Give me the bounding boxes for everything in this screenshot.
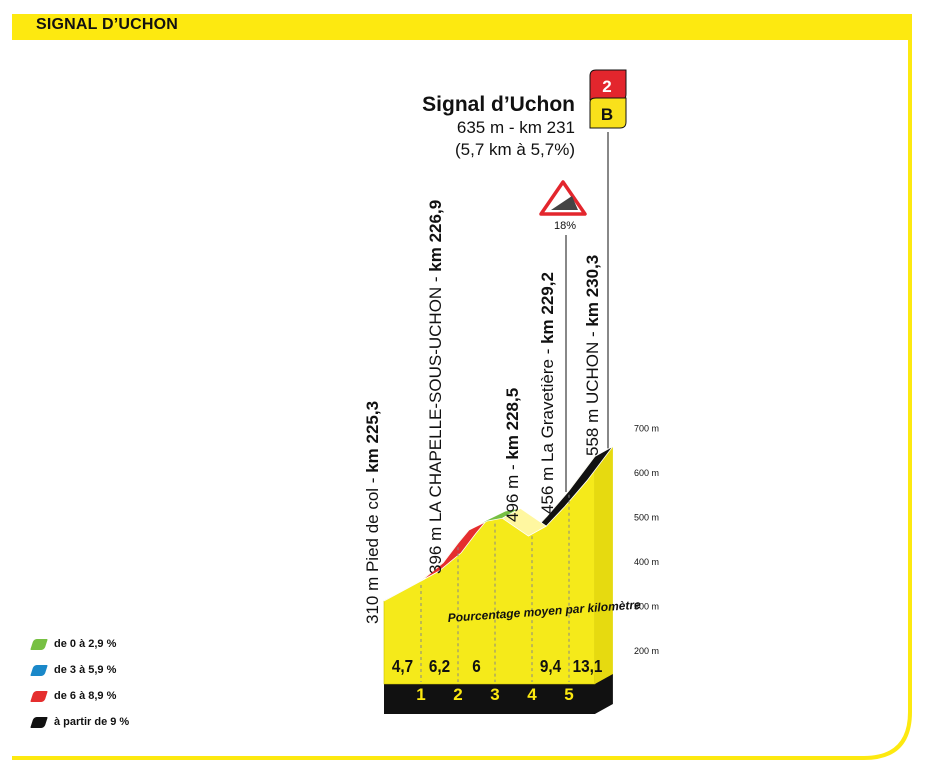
legend-swatch [30, 664, 48, 676]
km-marker-label: 3 [490, 685, 499, 704]
km-marker-label: 5 [564, 685, 573, 704]
legend-swatch [30, 638, 48, 650]
km-marker-label: 4 [527, 685, 537, 704]
km-gradient-value: 9,4 [540, 656, 562, 676]
y-tick-label: 700 m [634, 424, 659, 434]
legend-item: à partir de 9 % [30, 716, 130, 728]
page-title: SIGNAL D’UCHON [36, 16, 179, 33]
summit-climb-stats: (5,7 km à 5,7%) [455, 140, 575, 159]
summit-altitude-km: 635 m - km 231 [456, 118, 575, 137]
legend-label: à partir de 9 % [54, 716, 130, 728]
waypoint-annotation: 396 m LA CHAPELLE-SOUS-UCHON - km 226,9 [426, 200, 445, 574]
steep-gradient-warning-icon: 18% [539, 180, 587, 232]
y-tick-label: 200 m [634, 646, 659, 656]
legend-label: de 0 à 2,9 % [54, 638, 117, 650]
waypoint-annotation: 558 m UCHON - km 230,3 [583, 255, 602, 456]
profile-area [383, 455, 596, 685]
waypoint-annotation: 496 m - km 228,5 [503, 388, 522, 522]
y-tick-label: 400 m [634, 557, 659, 567]
legend-item: de 3 à 5,9 % [30, 664, 117, 676]
waypoint-annotation: 310 m Pied de col - km 225,3 [363, 401, 382, 624]
climb-category-flag: 2 B [589, 69, 627, 129]
legend-label: de 6 à 8,9 % [54, 690, 117, 702]
category-letter: B [601, 105, 613, 124]
profile-top-surface [501, 507, 548, 537]
legend-swatch [30, 716, 48, 728]
y-tick-label: 500 m [634, 513, 659, 523]
legend-item: de 0 à 2,9 % [30, 638, 117, 650]
legend-item: de 6 à 8,9 % [30, 690, 117, 702]
km-marker-label: 1 [416, 685, 425, 704]
waypoint-annotation: 456 m La Gravetière - km 229,2 [538, 272, 557, 514]
km-gradient-value: 6,2 [429, 656, 450, 676]
profile-side-face [594, 446, 613, 684]
category-number: 2 [602, 77, 611, 96]
km-gradient-value: 4,7 [392, 656, 413, 676]
y-tick-label: 600 m [634, 468, 659, 478]
km-marker-label: 2 [453, 685, 462, 704]
km-gradient-value: 13,1 [573, 656, 603, 676]
summit-name: Signal d’Uchon [422, 93, 575, 116]
legend-swatch [30, 690, 48, 702]
legend-label: de 3 à 5,9 % [54, 664, 117, 676]
warning-percent: 18% [554, 220, 576, 232]
y-tick-label: 300 m [634, 602, 659, 612]
km-gradient-value: 6 [472, 656, 481, 676]
